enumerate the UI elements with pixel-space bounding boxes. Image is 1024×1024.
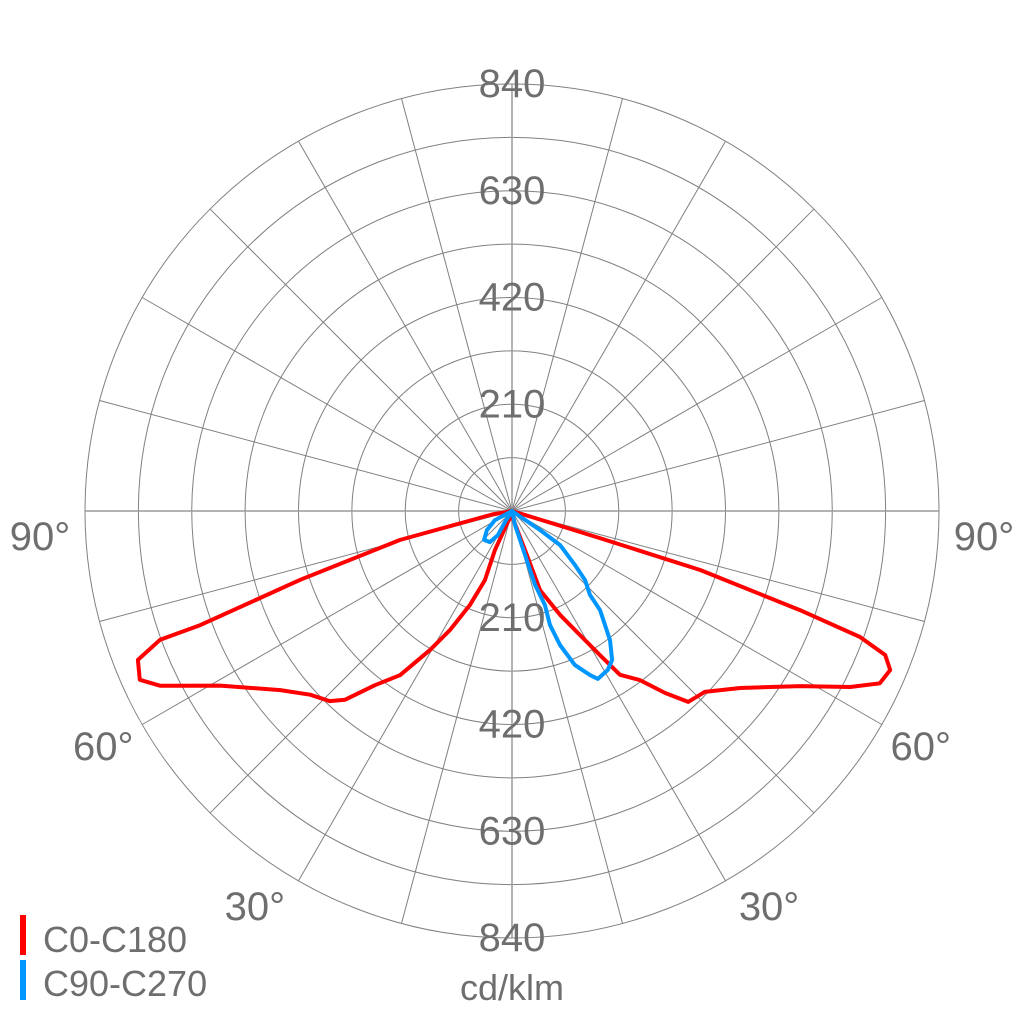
axis-labels: 210 210 420 420 630 630 840 840 90° 90° 60° 60° 30° 3… xyxy=(10,62,1015,960)
angle-tick-label: 90° xyxy=(954,515,1015,559)
radial-tick-label: 840 xyxy=(479,62,546,106)
legend-label-c90-c270: C90-C270 xyxy=(43,963,207,1004)
angle-tick-label: 90° xyxy=(10,515,71,559)
radial-tick-label: 630 xyxy=(479,169,546,213)
legend-swatch-c90-c270 xyxy=(20,960,26,1000)
radial-tick-label: 420 xyxy=(479,276,546,320)
radial-tick-label: 630 xyxy=(479,809,546,853)
legend-swatch-c0-c180 xyxy=(20,915,26,955)
angle-tick-label: 60° xyxy=(891,725,952,769)
radial-tick-label: 420 xyxy=(479,703,546,747)
radial-tick-label: 210 xyxy=(479,596,546,640)
angle-tick-label: 30° xyxy=(739,885,800,929)
angle-tick-label: 30° xyxy=(225,885,286,929)
series-line-c90-c270 xyxy=(482,509,615,681)
radial-tick-label: 210 xyxy=(479,382,546,426)
curves xyxy=(135,509,893,704)
unit-label: cd/klm xyxy=(460,967,564,1008)
angle-tick-label: 60° xyxy=(73,725,134,769)
radial-tick-label: 840 xyxy=(479,916,546,960)
legend-label-c0-c180: C0-C180 xyxy=(43,919,187,960)
legend: C0-C180 C90-C270 xyxy=(20,915,207,1004)
